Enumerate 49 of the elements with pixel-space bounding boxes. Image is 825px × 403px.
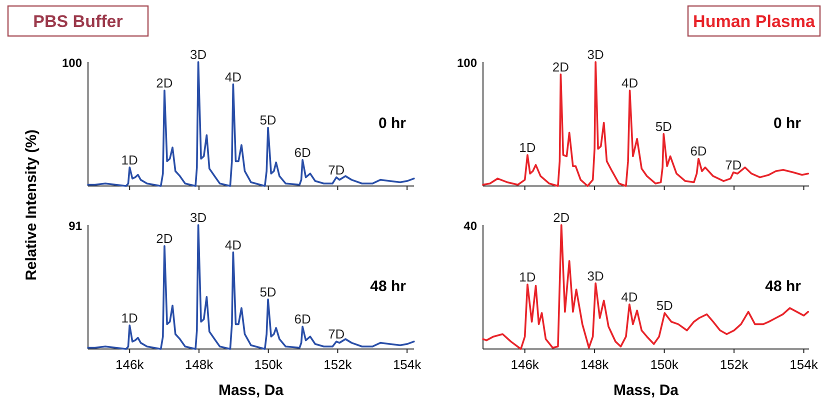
y-axis-title: Relative Intensity (%) [23, 130, 40, 280]
x-tick-label: 154k [392, 357, 422, 372]
x-tick-label: 152k [324, 357, 352, 372]
chart-title: Human Plasma [693, 12, 816, 31]
annotation: 2D [156, 76, 173, 91]
annotation: 4D [621, 76, 638, 91]
annotation: 5D [260, 284, 276, 300]
annotation: 6D [294, 144, 311, 160]
x-tick-label: 146k [116, 357, 144, 372]
text: 100 [62, 56, 82, 70]
x-tick-label: 150k [254, 357, 283, 372]
annotation: 5D [655, 118, 672, 134]
text: 100 [456, 56, 478, 70]
annotation: 48 hr [370, 278, 406, 295]
annotation: 3D [190, 210, 207, 225]
annotation: 0 hr [378, 115, 406, 132]
annotation: 6D [294, 312, 311, 327]
x-axis-title: Mass, Da [218, 382, 284, 399]
annotation: 6D [690, 144, 707, 159]
chart-title: PBS Buffer [33, 12, 124, 31]
annotation: 5D [260, 112, 276, 128]
annotation: 1D [519, 270, 536, 285]
annotation: 7D [328, 326, 345, 342]
annotation: 2D [553, 210, 570, 225]
annotation: 4D [621, 289, 638, 304]
annotation: 0 hr [773, 115, 802, 132]
x-tick-label: 154k [790, 357, 818, 372]
annotation: 7D [328, 162, 345, 178]
annotation: 48 hr [765, 278, 802, 295]
annotation: 3D [587, 268, 604, 284]
annotation: 4D [224, 69, 242, 84]
x-tick-label: 148k [184, 357, 214, 372]
annotation: 2D [552, 59, 570, 74]
text: 91 [68, 219, 82, 233]
x-axis-title: Mass, Da [613, 382, 680, 399]
x-tick-label: 146k [510, 357, 540, 372]
x-tick-label: 148k [580, 357, 610, 372]
text: 40 [464, 219, 478, 233]
annotation: 7D [725, 157, 742, 172]
annotation: 5D [656, 298, 673, 314]
annotation: 3D [190, 47, 207, 62]
annotation: 3D [587, 47, 604, 62]
annotation: 4D [224, 237, 242, 252]
x-tick-label: 150k [650, 357, 679, 372]
annotation: 1D [121, 310, 138, 326]
annotation: 1D [519, 140, 536, 155]
annotation: 2D [156, 231, 173, 246]
x-tick-label: 152k [720, 357, 749, 372]
annotation: 1D [121, 152, 138, 168]
